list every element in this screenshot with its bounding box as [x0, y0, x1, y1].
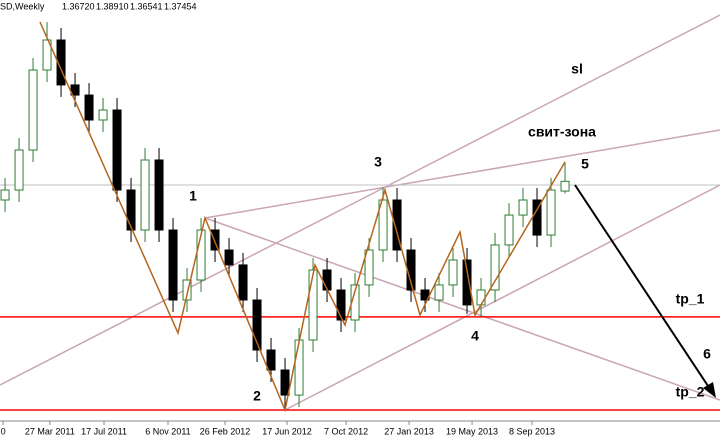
annotation: 4: [471, 328, 479, 344]
arrow: [574, 184, 713, 393]
candle-body: [490, 244, 500, 291]
candle-body: [336, 289, 346, 321]
level-label: tp_1: [676, 291, 705, 307]
candle-body: [140, 159, 150, 231]
candle-body: [224, 249, 234, 266]
candles: [0, 22, 570, 410]
x-tick-label: 0: [1, 426, 6, 436]
candle-body: [42, 39, 52, 71]
candle-body: [322, 269, 332, 291]
candle-body: [84, 94, 94, 121]
candle-body: [98, 109, 108, 121]
trendline: [284, 184, 720, 411]
candle-body: [364, 249, 374, 286]
candle-body: [182, 279, 192, 301]
annotation: свит-зона: [528, 124, 596, 140]
annotation: sl: [571, 61, 583, 77]
candle-body: [252, 299, 262, 351]
candle-body: [476, 289, 486, 306]
candle-body: [0, 189, 10, 201]
candle-body: [378, 199, 388, 251]
annotation: 5: [581, 156, 589, 172]
annotation: 1: [189, 188, 197, 204]
candle-body: [518, 199, 528, 216]
candle-body: [560, 180, 570, 192]
x-tick-label: 26 Feb 2012: [200, 426, 251, 436]
candle-body: [154, 159, 164, 231]
x-tick-label: 7 Oct 2012: [324, 426, 368, 436]
level-label: tp_2: [676, 384, 705, 400]
annotation: 6: [703, 346, 711, 362]
x-tick-label: 17 Jul 2011: [81, 426, 127, 436]
ohlc-close: 1.37454: [164, 1, 197, 11]
x-tick-label: 19 May 2013: [446, 426, 498, 436]
x-tick-label: 8 Sep 2013: [509, 426, 555, 436]
candle-body: [266, 349, 276, 371]
arrow-head: [703, 382, 716, 398]
symbol: SD,Weekly: [0, 1, 45, 11]
trendline: [204, 129, 720, 219]
candle-body: [308, 269, 318, 341]
candle-body: [238, 264, 248, 301]
candle-body: [504, 214, 514, 246]
candle-body: [70, 84, 80, 96]
ohlc-high: 1.38910: [96, 1, 129, 11]
trendline: [204, 217, 720, 401]
annotation: 2: [253, 388, 261, 404]
zigzag-layer: [39, 21, 716, 413]
candle-body: [434, 284, 444, 301]
candle-body: [14, 149, 24, 191]
candle-body: [112, 109, 122, 191]
x-tick-label: 6 Nov 2011: [145, 426, 190, 436]
annotation: 3: [374, 154, 382, 170]
candle-body: [168, 229, 178, 301]
x-tick-label: 27 Jan 2013: [384, 426, 434, 436]
x-tick-label: 27 Mar 2011: [25, 426, 75, 436]
ohlc-open: 1.36720: [62, 1, 95, 11]
candle-body: [56, 39, 66, 86]
x-tick-label: 17 Jun 2012: [262, 426, 312, 436]
candle-body: [392, 199, 402, 251]
candle-body: [462, 259, 472, 306]
candle-body: [294, 339, 304, 396]
candle-body: [210, 229, 220, 251]
ohlc-low: 1.36541: [130, 1, 163, 11]
candle-body: [28, 69, 38, 151]
candle-body: [126, 189, 136, 231]
candle-body: [280, 369, 290, 396]
candle-body: [546, 189, 556, 236]
candle-body: [448, 259, 458, 286]
zigzag: [39, 21, 566, 413]
trendline: [0, 14, 720, 386]
